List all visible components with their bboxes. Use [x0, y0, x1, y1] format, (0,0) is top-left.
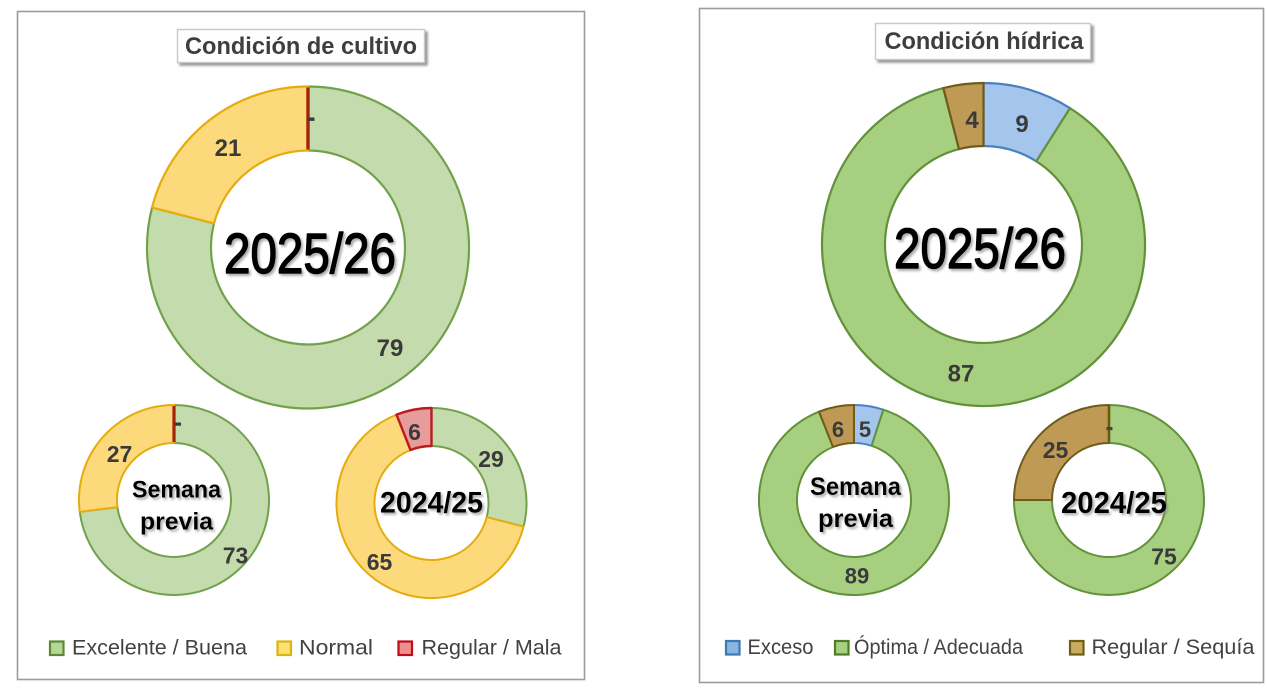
svg-text:Regular / Sequía: Regular / Sequía: [1092, 635, 1255, 659]
svg-text:5: 5: [859, 417, 871, 442]
svg-text:21: 21: [215, 135, 242, 162]
svg-text:29: 29: [478, 446, 504, 472]
svg-text:25: 25: [1043, 437, 1069, 463]
svg-text:Excelente / Buena: Excelente / Buena: [72, 636, 247, 660]
svg-text:79: 79: [377, 335, 404, 362]
svg-text:2024/25: 2024/25: [380, 487, 483, 520]
svg-text:2025/26: 2025/26: [894, 217, 1066, 281]
svg-text:4: 4: [965, 107, 979, 134]
svg-text:Condición de cultivo: Condición de cultivo: [185, 33, 417, 60]
svg-text:65: 65: [367, 549, 393, 575]
svg-text:previa: previa: [140, 509, 213, 536]
svg-text:Óptima / Adecuada: Óptima / Adecuada: [854, 634, 1023, 659]
svg-text:73: 73: [223, 543, 249, 569]
svg-text:Normal: Normal: [299, 636, 373, 660]
svg-text:6: 6: [408, 419, 421, 445]
svg-text:Semana: Semana: [810, 473, 902, 501]
svg-text:89: 89: [845, 564, 869, 589]
svg-text:2024/25: 2024/25: [1061, 485, 1167, 520]
svg-text:75: 75: [1151, 544, 1177, 570]
svg-text:Condición hídrica: Condición hídrica: [885, 28, 1085, 55]
svg-text:Semana: Semana: [132, 477, 221, 504]
svg-text:6: 6: [832, 417, 844, 442]
svg-text:Exceso: Exceso: [748, 635, 814, 659]
svg-text:87: 87: [948, 361, 975, 388]
svg-text:9: 9: [1015, 111, 1028, 138]
svg-text:previa: previa: [818, 505, 894, 533]
svg-text:2025/26: 2025/26: [224, 222, 396, 286]
svg-text:Regular / Mala: Regular / Mala: [422, 636, 562, 660]
svg-text:27: 27: [107, 441, 133, 467]
